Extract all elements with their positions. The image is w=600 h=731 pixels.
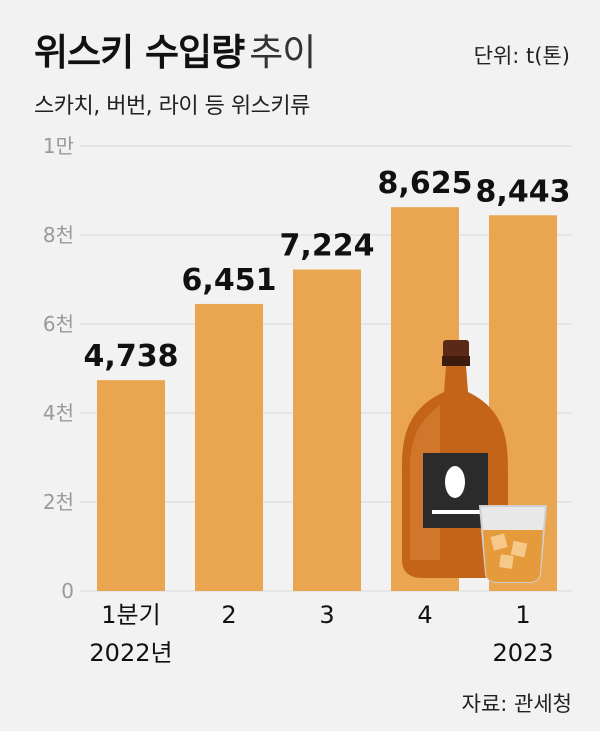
whisky-illustration bbox=[402, 340, 548, 583]
whisky-glass-icon bbox=[478, 505, 548, 583]
y-tick-label: 0 bbox=[61, 579, 74, 603]
x-tick-label: 4 bbox=[417, 601, 432, 629]
source-note: 자료: 관세청 bbox=[461, 692, 572, 716]
chart-title: 위스키 수입량 추이 bbox=[34, 22, 316, 76]
unit-label: 단위: t(톤) bbox=[473, 44, 570, 68]
x-tick-label: 1 bbox=[515, 601, 530, 629]
subtitle: 스카치, 버번, 라이 등 위스키류 bbox=[34, 94, 310, 119]
x-year-label: 2022년 bbox=[89, 639, 172, 667]
x-tick-label: 2 bbox=[221, 601, 236, 629]
title-bold: 위스키 수입량 bbox=[34, 31, 245, 74]
x-year-label: 2023 bbox=[492, 639, 553, 667]
title-light: 추이 bbox=[249, 31, 316, 74]
y-tick-label: 1만 bbox=[43, 134, 74, 158]
x-tick-label: 3 bbox=[319, 601, 334, 629]
y-tick-label: 8천 bbox=[43, 223, 74, 247]
bar bbox=[97, 380, 165, 591]
data-label: 6,451 bbox=[182, 263, 277, 298]
labels: 0 2천 4천 6천 8천 1만 4,738 1분기 2022년 6,451 2 7,224 3 8,62… bbox=[43, 134, 571, 667]
y-tick-label: 4천 bbox=[43, 401, 74, 425]
bar bbox=[195, 303, 263, 591]
data-label: 4,738 bbox=[84, 339, 179, 374]
data-label: 8,625 bbox=[378, 166, 473, 201]
x-tick-label: 1분기 bbox=[101, 601, 160, 629]
data-label: 7,224 bbox=[280, 229, 375, 264]
y-tick-label: 2천 bbox=[43, 490, 74, 514]
y-tick-label: 6천 bbox=[43, 312, 74, 336]
data-label: 8,443 bbox=[476, 174, 571, 209]
bar bbox=[293, 269, 361, 591]
